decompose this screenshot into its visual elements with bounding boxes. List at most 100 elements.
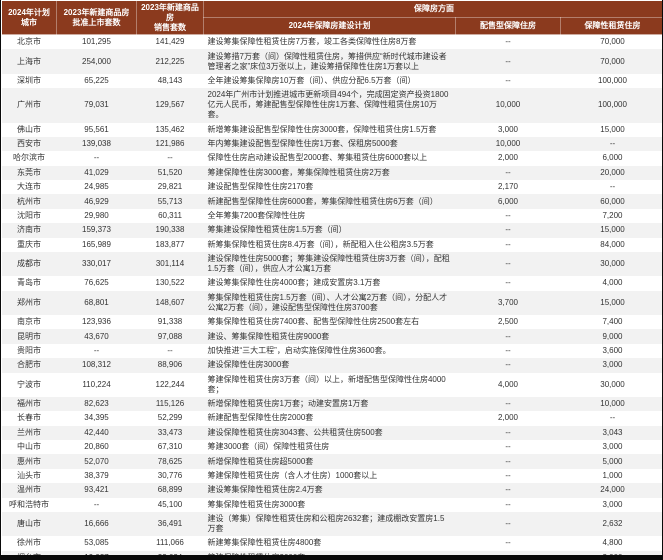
cell-city: 福州市: [17, 399, 41, 409]
cell-construction-plan: 筹建保障性租赁住房2000套: [207, 552, 306, 560]
cell-rental-housing: 100,000: [598, 100, 627, 110]
cell-approved-units: 76,625: [84, 278, 109, 288]
cell-city: 上海市: [17, 56, 41, 66]
col-header-group-affordable-housing: 保障房方面: [203, 0, 662, 18]
cell-rental-housing: --: [609, 413, 616, 423]
cell-city: 西安市: [17, 139, 41, 149]
cell-city: 重庆市: [17, 239, 41, 249]
cell-sold-units: 129,567: [155, 100, 185, 110]
cell-construction-plan: 建设配售型保障性住房2170套: [207, 182, 314, 192]
cell-city: 成都市: [17, 259, 41, 269]
table-row: 长春市 34,395 52,299 新建配售型保障性住房2000套 2,000 …: [2, 411, 663, 425]
cell-approved-units: 254,000: [82, 56, 111, 66]
table-row: 温州市 93,421 68,899 建设筹集保障性租赁住房2.4万套 -- 24…: [1, 483, 662, 498]
cell-approved-units: 165,989: [82, 239, 111, 249]
cell-rental-housing: 30,000: [600, 259, 625, 269]
cell-construction-plan: 筹集保障性租赁住房1.5万套（间）、人才公寓2万套（间），分配人才公寓2万套（间…: [207, 292, 448, 312]
cell-approved-units: --: [93, 345, 100, 355]
cell-allocation-housing: --: [505, 37, 511, 47]
cell-sold-units: 115,126: [155, 399, 185, 409]
cell-city: 深圳市: [17, 75, 41, 85]
cell-approved-units: 38,379: [84, 470, 109, 480]
cell-sold-units: 55,713: [157, 196, 183, 206]
cell-construction-plan: 全年建设筹集保障房10万套（间）、供应分配6.5万套（间）: [207, 75, 416, 85]
cell-rental-housing: 3,043: [602, 427, 623, 437]
cell-allocation-housing: --: [505, 239, 511, 249]
cell-construction-plan: 筹集保障性租赁住房7400套、配售型保障性住房2500套左右: [207, 317, 420, 327]
cell-approved-units: 53,085: [84, 538, 109, 548]
table-row: 大连市 24,985 29,821 建设配售型保障性住房2170套 2,170 …: [2, 180, 663, 194]
cell-sold-units: 51,520: [157, 167, 183, 177]
table-row: 西安市 139,038 121,986 年内筹集建设配售型保障性住房1万套、保租…: [1, 136, 662, 152]
cell-city: 东莞市: [17, 167, 41, 177]
cell-allocation-housing: --: [505, 259, 511, 269]
table-row: 宁波市 110,224 122,244 筹建保障性租赁住房3万套（间）以上，新增…: [2, 373, 663, 397]
cell-allocation-housing: --: [505, 519, 511, 529]
cell-allocation-housing: --: [505, 399, 511, 409]
cell-allocation-housing: --: [505, 456, 511, 466]
cell-allocation-housing: 3,700: [497, 297, 519, 307]
table-row: 哈尔滨市 -- -- 保障性住房启动建设配售型2000套、筹集租赁住房6000套…: [2, 151, 663, 165]
cell-allocation-housing: --: [505, 360, 511, 370]
cell-allocation-housing: --: [505, 499, 511, 509]
cell-city: 北京市: [17, 37, 41, 47]
cell-rental-housing: 2,632: [602, 519, 623, 529]
cell-approved-units: 34,395: [84, 413, 109, 423]
cell-construction-plan: 建设（筹集）保障性租赁住房和公租房2632套；建成棚改安置房1.5万套: [207, 514, 445, 534]
table-row: 上海市 254,000 212,225 建设筹措7万套（间）保障性租赁住房，筹措…: [1, 49, 662, 74]
col-header-plan: 2024年保障房建设计划: [203, 17, 456, 35]
cell-sold-units: 88,906: [157, 360, 183, 370]
cell-rental-housing: 3,600: [602, 345, 623, 355]
cell-construction-plan: 加快推进“三大工程”，启动实施保障性住房3600套。: [207, 345, 391, 355]
col-header-allocation-type: 配售型保障住房: [455, 17, 561, 35]
cell-city: 温州市: [17, 485, 41, 495]
table-row: 烟台市 19,037 23,624 筹建保障性租赁住房2000套 -- 2,00…: [1, 550, 662, 560]
cell-city: 佛山市: [17, 124, 41, 134]
cell-allocation-housing: 3,000: [497, 124, 519, 134]
cell-city: 贵阳市: [17, 345, 41, 355]
cell-sold-units: 122,244: [155, 379, 185, 389]
cell-city: 广州市: [17, 100, 41, 110]
cell-allocation-housing: --: [505, 75, 511, 85]
table-row: 兰州市 42,440 33,473 建设保障性租赁住房3043套、公共租赁住房5…: [1, 425, 662, 440]
table-row: 杭州市 46,929 55,713 新建配售型保障性住房6000套，筹集保障性租…: [1, 194, 662, 209]
cell-construction-plan: 新筹集保障性租赁住房8.4万套（间），新配租入住公租房3.5万套: [207, 239, 434, 249]
cell-rental-housing: 3,000: [602, 499, 623, 509]
cell-approved-units: 19,037: [84, 552, 109, 560]
cell-construction-plan: 建设、筹集保障性租赁住房9000套: [207, 331, 330, 341]
cell-sold-units: 33,473: [157, 427, 183, 437]
cell-allocation-housing: --: [505, 442, 511, 452]
cell-city: 郑州市: [17, 297, 41, 307]
cell-construction-plan: 建设保障性租赁住房3043套、公共租赁住房500套: [207, 427, 383, 437]
cell-rental-housing: 7,400: [602, 317, 623, 327]
cell-approved-units: 139,038: [82, 139, 111, 149]
cell-construction-plan: 建设筹集保障性租赁住房7万套，竣工各类保障性住房8万套: [207, 37, 417, 47]
cell-rental-housing: 70,000: [600, 37, 625, 47]
cell-sold-units: 91,338: [157, 317, 183, 327]
cell-allocation-housing: 2,500: [497, 317, 519, 327]
cell-approved-units: 20,860: [84, 442, 109, 452]
cell-rental-housing: 3,000: [602, 360, 623, 370]
cell-rental-housing: --: [609, 139, 616, 149]
cell-rental-housing: 3,000: [602, 442, 623, 452]
cell-sold-units: 135,462: [155, 124, 185, 134]
table-row: 徐州市 53,085 111,066 新建筹集保障性租赁住房4800套 -- 4…: [2, 536, 663, 550]
cell-rental-housing: 4,800: [602, 538, 623, 548]
table-row: 青岛市 76,625 130,522 建设筹集保障性住房4000套；建成安置房3…: [2, 276, 663, 290]
cell-sold-units: 148,607: [155, 297, 185, 307]
cell-construction-plan: 新建筹集保障性租赁住房4800套: [207, 538, 322, 548]
cell-allocation-housing: 2,170: [497, 182, 519, 192]
cell-approved-units: 330,017: [82, 259, 111, 269]
cell-city: 哈尔滨市: [13, 153, 45, 163]
cell-city: 兰州市: [17, 427, 41, 437]
cell-construction-plan: 筹建保障性住房3000套，筹集保障性租赁住房2万套: [207, 167, 390, 177]
cell-approved-units: --: [93, 153, 100, 163]
cell-allocation-housing: --: [505, 56, 511, 66]
cell-city: 烟台市: [17, 552, 41, 560]
cell-rental-housing: 5,000: [602, 456, 623, 466]
table-row: 北京市 101,295 141,429 建设筹集保障性租赁住房7万套，竣工各类保…: [2, 35, 663, 50]
cell-city: 合肥市: [17, 360, 41, 370]
table-row: 贵阳市 -- -- 加快推进“三大工程”，启动实施保障性住房3600套。 -- …: [2, 344, 663, 358]
cell-approved-units: 93,421: [84, 485, 109, 495]
cell-allocation-housing: --: [505, 167, 511, 177]
